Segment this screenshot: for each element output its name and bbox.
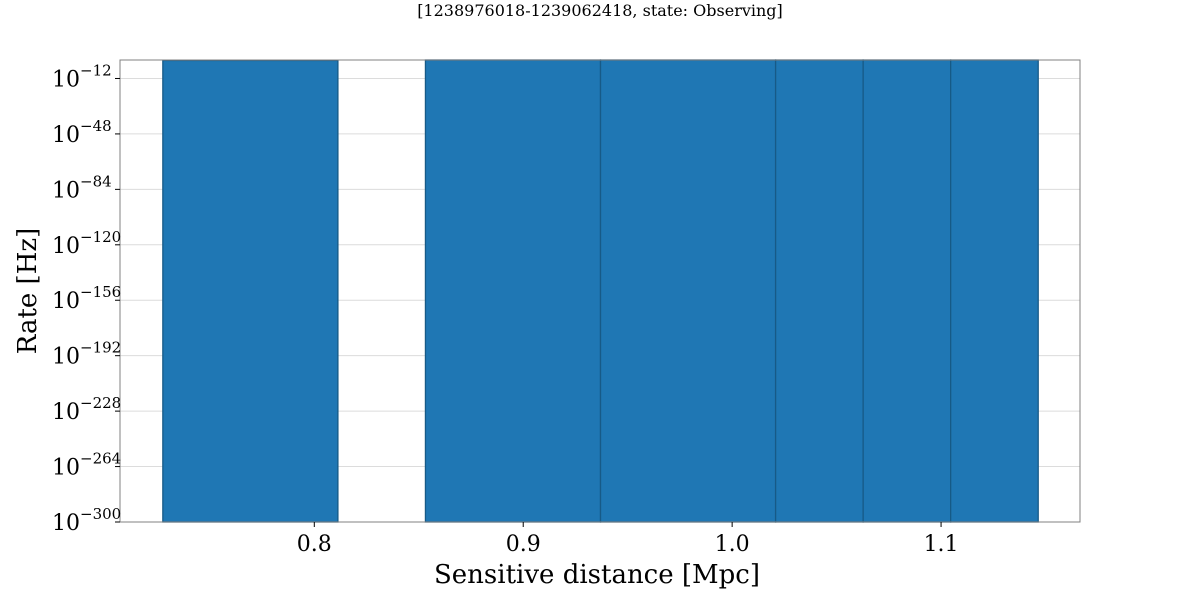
bar-0 <box>162 59 339 523</box>
y-tick-label-2: 10−84 <box>52 172 112 203</box>
bar-2 <box>424 59 602 523</box>
y-tick-label-6: 10−228 <box>52 394 121 425</box>
bar-4 <box>774 59 864 523</box>
bar-5 <box>862 59 952 523</box>
chart-title: [1238976018-1239062418, state: Observing… <box>417 1 783 20</box>
plot-frame <box>119 59 1081 523</box>
x-axis-ticks: 0.8 0.9 1.0 1.1 <box>297 522 959 557</box>
y-tick-label-5: 10−192 <box>52 339 121 370</box>
y-tick-label-8: 10−300 <box>52 505 121 536</box>
y-tick-label-4: 10−156 <box>52 283 121 314</box>
bars <box>162 59 1039 523</box>
x-tick-label-2: 1.0 <box>715 532 750 557</box>
bar-3 <box>599 59 777 523</box>
y-tick-label-0: 10−12 <box>52 61 112 92</box>
y-tick-label-3: 10−120 <box>52 228 121 259</box>
x-tick-label-0: 0.8 <box>297 532 332 557</box>
bar-6 <box>950 59 1039 523</box>
y-axis-ticks: 10−12 10−48 10−84 10−120 10−156 10−192 10−228 1… <box>52 61 121 536</box>
y-axis-label: Rate [Hz] <box>13 228 43 354</box>
x-tick-label-1: 0.9 <box>506 532 541 557</box>
x-axis-label: Sensitive distance [Mpc] <box>434 560 760 590</box>
y-tick-label-1: 10−48 <box>52 117 112 148</box>
y-tick-label-7: 10−264 <box>52 450 121 481</box>
x-tick-label-3: 1.1 <box>924 532 959 557</box>
